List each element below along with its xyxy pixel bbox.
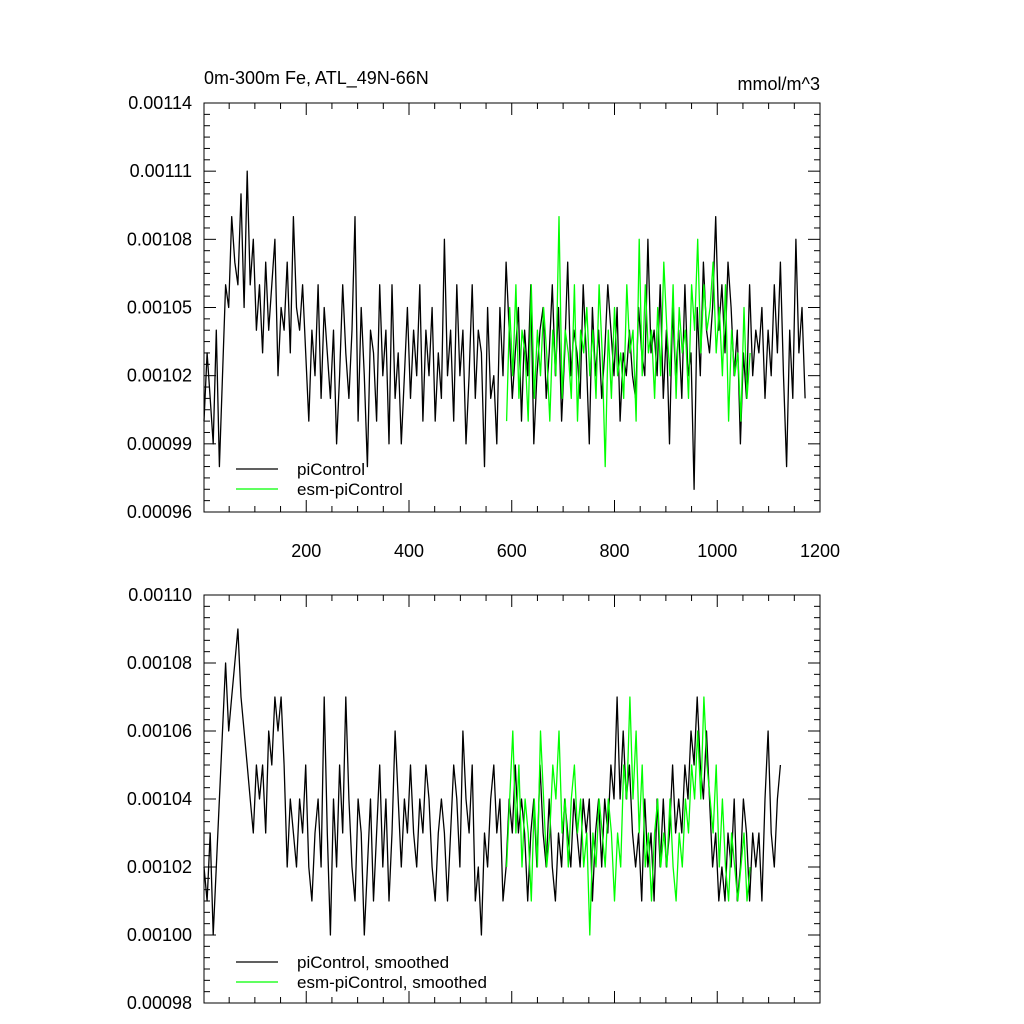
top-plot-area: 0.00096 0.00099 0.00102 0.00105 0.00108 0.001… xyxy=(127,93,840,561)
y-tick-label: 0.00099 xyxy=(127,434,192,454)
top-legend: piControl esm-piControl xyxy=(236,460,403,499)
series-line-esm-picontrol xyxy=(505,215,751,468)
y-tick-label: 0.00106 xyxy=(127,721,192,741)
top-panel: 0m-300m Fe, ATL_49N-66N mmol/m^3 0.00096… xyxy=(127,68,840,561)
x-tick-label: 1200 xyxy=(800,541,840,561)
x-tick-label: 1000 xyxy=(697,541,737,561)
y-tick-label: 0.00096 xyxy=(127,502,192,522)
y-tick-label: 0.00108 xyxy=(127,653,192,673)
bottom-panel: 0.00098 0.00100 0.00102 0.00104 0.00106 0.001… xyxy=(127,585,821,1013)
legend-label-esm-picontrol-smoothed: esm-piControl, smoothed xyxy=(297,973,487,992)
x-tick-label: 800 xyxy=(599,541,629,561)
legend-label-picontrol-smoothed: piControl, smoothed xyxy=(297,953,449,972)
y-tick-label: 0.00102 xyxy=(127,857,192,877)
y-tick-label: 0.00105 xyxy=(127,298,192,318)
bottom-legend: piControl, smoothed esm-piControl, smoot… xyxy=(236,953,487,992)
y-tick-label: 0.00114 xyxy=(128,93,192,113)
series-line-picontrol-smoothed xyxy=(203,628,782,936)
top-panel-units: mmol/m^3 xyxy=(738,74,820,94)
x-tick-label: 600 xyxy=(497,541,527,561)
y-tick-label: 0.00100 xyxy=(127,925,192,945)
y-tick-label: 0.00104 xyxy=(127,789,192,809)
legend-label-esm-picontrol: esm-piControl xyxy=(297,480,403,499)
top-panel-title: 0m-300m Fe, ATL_49N-66N xyxy=(204,68,429,89)
legend-label-picontrol: piControl xyxy=(297,460,365,479)
y-tick-label: 0.00108 xyxy=(127,229,192,249)
series-line-esm-picontrol-smoothed xyxy=(505,696,751,936)
y-tick-label: 0.00110 xyxy=(128,585,192,605)
y-tick-label: 0.00098 xyxy=(127,993,192,1013)
x-tick-label: 200 xyxy=(291,541,321,561)
x-tick-label: 400 xyxy=(394,541,424,561)
bottom-plot-area: 0.00098 0.00100 0.00102 0.00104 0.00106 0.001… xyxy=(127,585,821,1013)
y-tick-label: 0.00102 xyxy=(127,366,192,386)
y-tick-label: 0.00111 xyxy=(130,161,192,181)
